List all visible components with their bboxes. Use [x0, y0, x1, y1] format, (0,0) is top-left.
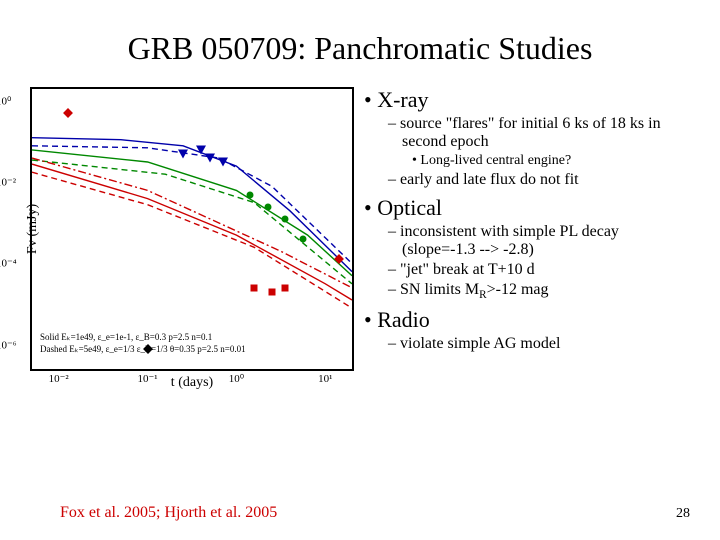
model-curve	[32, 138, 352, 272]
x-tick: 10⁰	[229, 372, 244, 385]
data-point	[218, 158, 228, 167]
bullet-xray-sub1: source "flares" for initial 6 ks of 18 k…	[388, 115, 690, 151]
data-point	[264, 203, 271, 210]
model-curve	[32, 150, 352, 276]
x-tick: 10⁻²	[49, 372, 69, 385]
bullet-xray: X-ray source "flares" for initial 6 ks o…	[364, 87, 690, 189]
slide: GRB 050709: Panchromatic Studies Fν (mJy…	[0, 0, 720, 540]
bullet-list: X-ray source "flares" for initial 6 ks o…	[364, 87, 690, 353]
bullet-optical-sub1: inconsistent with simple PL decay (slope…	[388, 223, 690, 259]
bullet-radio: Radio violate simple AG model	[364, 307, 690, 353]
bullet-optical-sub2: "jet" break at T+10 d	[388, 261, 690, 279]
data-point	[300, 236, 307, 243]
data-point	[251, 284, 258, 291]
data-point	[246, 191, 253, 198]
x-tick: 10⁻¹	[137, 372, 157, 385]
page-number: 28	[676, 506, 690, 522]
data-point	[178, 149, 188, 158]
chart-column: Fν (mJy) t (days) Solid Eₖ=1e49, ε_e=1e-…	[30, 87, 354, 371]
chart-curves	[32, 89, 352, 369]
bullet-optical-label: Optical	[377, 195, 442, 220]
data-point	[282, 284, 289, 291]
bullet-optical: Optical inconsistent with simple PL deca…	[364, 195, 690, 301]
text-column: X-ray source "flares" for initial 6 ks o…	[364, 87, 690, 371]
slide-title: GRB 050709: Panchromatic Studies	[30, 30, 690, 67]
citation: Fox et al. 2005; Hjorth et al. 2005	[60, 504, 277, 522]
legend-line-1: Solid Eₖ=1e49, ε_e=1e-1, ε_B=0.3 p=2.5 n…	[40, 332, 212, 343]
x-tick: 10¹	[318, 373, 332, 385]
y-tick: 10⁻⁶	[0, 338, 17, 351]
flux-chart: Fν (mJy) t (days) Solid Eₖ=1e49, ε_e=1e-…	[30, 87, 354, 371]
data-point	[269, 288, 276, 295]
y-tick: 10⁻⁴	[0, 257, 17, 270]
data-point	[205, 153, 215, 162]
bullet-xray-sub2: early and late flux do not fit	[388, 171, 690, 189]
bullet-radio-label: Radio	[377, 307, 430, 332]
bullet-xray-sub1a: Long-lived central engine?	[412, 153, 690, 169]
bullet-optical-sub3: SN limits MR>-12 mag	[388, 281, 690, 301]
y-tick: 10⁻²	[0, 176, 16, 189]
content-row: Fν (mJy) t (days) Solid Eₖ=1e49, ε_e=1e-…	[30, 87, 690, 371]
x-axis-label: t (days)	[171, 375, 213, 391]
bullet-xray-label: X-ray	[377, 87, 428, 112]
y-tick: 10⁰	[0, 95, 11, 108]
data-point	[282, 215, 289, 222]
bullet-radio-sub1: violate simple AG model	[388, 335, 690, 353]
model-curve	[32, 146, 352, 264]
model-curve	[32, 158, 352, 288]
